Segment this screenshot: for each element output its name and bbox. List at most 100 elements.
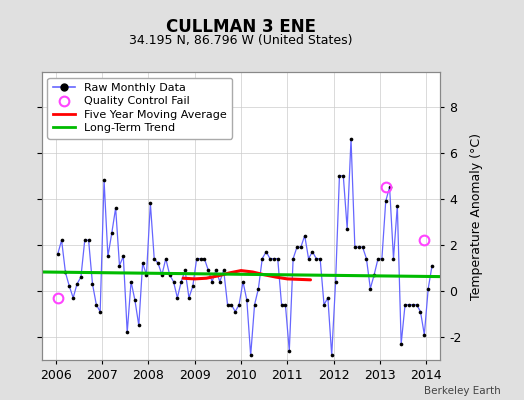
Point [53,251,62,257]
Point [127,278,135,285]
Point [335,172,344,179]
Point [161,256,170,262]
Point [301,232,309,239]
Point [185,294,193,301]
Point [89,281,97,287]
Point [331,278,340,285]
Point [320,302,328,308]
Point [389,256,398,262]
Point [281,302,290,308]
Point [130,297,139,303]
Point [154,260,162,266]
Point [77,274,85,280]
Point [393,202,401,209]
Point [181,267,189,273]
Y-axis label: Temperature Anomaly (°C): Temperature Anomaly (°C) [470,132,483,300]
Point [208,278,216,285]
Point [65,283,73,290]
Point [223,302,232,308]
Point [328,352,336,358]
Point [266,256,274,262]
Point [92,302,101,308]
Point [200,256,209,262]
Legend: Raw Monthly Data, Quality Control Fail, Five Year Moving Average, Long-Term Tren: Raw Monthly Data, Quality Control Fail, … [48,78,233,139]
Point [243,297,251,303]
Point [385,184,394,190]
Point [204,267,212,273]
Point [378,256,386,262]
Text: Berkeley Earth: Berkeley Earth [424,386,500,396]
Point [405,302,413,308]
Point [397,341,406,347]
Point [123,329,132,336]
Point [96,308,104,315]
Point [258,256,266,262]
Point [143,272,151,278]
Point [112,205,120,211]
Point [277,302,286,308]
Point [381,198,390,204]
Point [69,294,78,301]
Point [107,230,116,236]
Point [61,269,70,276]
Point [220,267,228,273]
Point [150,256,158,262]
Point [262,248,270,255]
Point [84,237,93,243]
Point [212,267,220,273]
Point [177,278,185,285]
Point [285,348,293,354]
Point [138,260,147,266]
Point [347,136,355,142]
Point [343,226,352,232]
Point [250,302,259,308]
Point [104,253,112,260]
Point [312,256,321,262]
Text: CULLMAN 3 ENE: CULLMAN 3 ENE [166,18,316,36]
Point [81,237,89,243]
Point [235,302,243,308]
Point [192,256,201,262]
Point [254,285,263,292]
Point [351,244,359,250]
Point [420,332,429,338]
Point [274,256,282,262]
Point [412,302,421,308]
Point [374,256,382,262]
Point [339,172,347,179]
Point [270,256,278,262]
Point [416,308,424,315]
Point [293,244,301,250]
Point [239,278,247,285]
Point [146,200,155,206]
Point [358,244,367,250]
Point [231,308,239,315]
Point [100,177,108,184]
Point [308,248,316,255]
Point [316,256,324,262]
Point [366,285,375,292]
Point [119,253,127,260]
Point [246,352,255,358]
Point [135,322,143,329]
Point [227,302,236,308]
Point [297,244,305,250]
Point [401,302,409,308]
Point [289,256,297,262]
Point [355,244,363,250]
Point [158,272,166,278]
Point [196,256,205,262]
Point [424,285,432,292]
Point [216,278,224,285]
Text: 34.195 N, 86.796 W (United States): 34.195 N, 86.796 W (United States) [129,34,353,47]
Point [169,278,178,285]
Point [189,283,197,290]
Point [115,262,124,269]
Point [73,281,81,287]
Point [428,262,436,269]
Point [58,237,66,243]
Point [173,294,181,301]
Point [370,272,378,278]
Point [304,256,313,262]
Point [362,256,370,262]
